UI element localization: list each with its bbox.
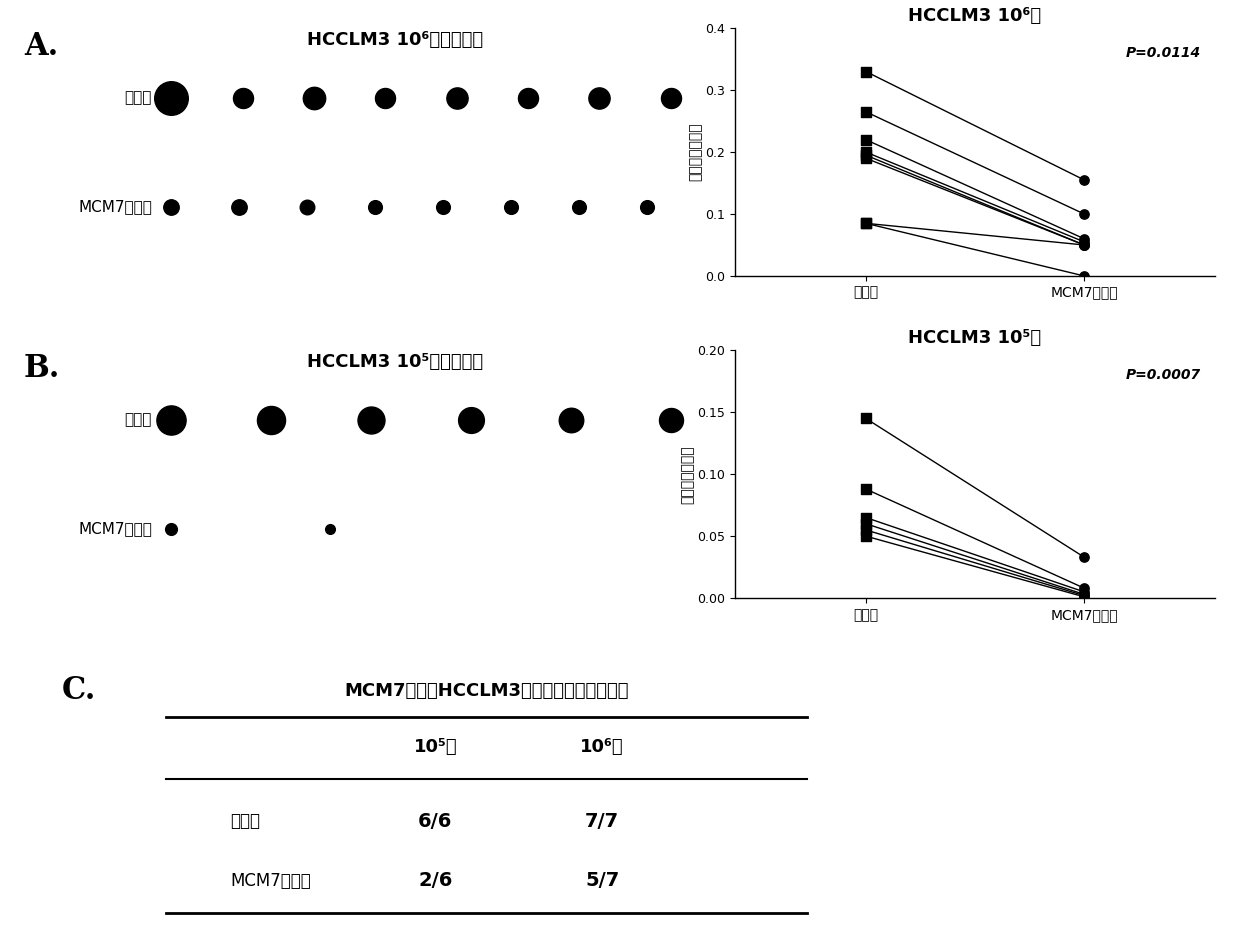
Point (366, 199, 386, 214)
Text: HCCLM3 10⁵组皮下肿瘤: HCCLM3 10⁵组皮下肿瘤 (308, 353, 484, 371)
Point (1074, 584, 1094, 599)
Point (661, 412, 681, 427)
Point (1074, 238, 1094, 253)
Text: 对照组: 对照组 (125, 412, 153, 427)
Point (1074, 231, 1094, 246)
Point (161, 412, 181, 427)
Point (1074, 549, 1094, 564)
Point (1074, 590, 1094, 605)
Text: P=0.0114: P=0.0114 (1126, 45, 1200, 59)
Point (501, 199, 521, 214)
Point (856, 104, 875, 119)
Point (560, 412, 580, 427)
Text: B.: B. (24, 353, 61, 384)
Text: HCCLM3 10⁶组皮下肿瘤: HCCLM3 10⁶组皮下肿瘤 (308, 31, 484, 49)
Text: 7/7: 7/7 (585, 811, 619, 831)
Point (320, 521, 340, 536)
Text: MCM7敏低组: MCM7敏低组 (78, 199, 153, 214)
Text: A.: A. (24, 31, 58, 62)
Text: 6/6: 6/6 (418, 811, 453, 831)
Point (856, 64, 875, 79)
Point (856, 529, 875, 544)
Point (433, 199, 453, 214)
Text: MCM7低表达HCCLM3细胞梯度稀释皮下成瘤: MCM7低表达HCCLM3细胞梯度稀释皮下成瘤 (345, 683, 629, 700)
Text: 2/6: 2/6 (418, 871, 453, 890)
Point (233, 90, 253, 105)
Point (856, 510, 875, 525)
Point (856, 522, 875, 537)
Point (446, 90, 466, 105)
Point (298, 199, 317, 214)
Point (376, 90, 396, 105)
Point (1074, 580, 1094, 595)
Text: 对照组: 对照组 (125, 90, 153, 105)
Point (262, 412, 281, 427)
Point (1074, 235, 1094, 250)
Text: P=0.0007: P=0.0007 (1126, 368, 1200, 381)
Point (229, 199, 249, 214)
Point (461, 412, 481, 427)
Point (518, 90, 538, 105)
Point (569, 199, 589, 214)
Point (1074, 238, 1094, 253)
Point (637, 199, 657, 214)
Text: MCM7敏低组: MCM7敏低组 (78, 521, 153, 536)
Point (856, 411, 875, 426)
Title: HCCLM3 10⁵组: HCCLM3 10⁵组 (909, 330, 1042, 347)
Point (361, 412, 381, 427)
Point (1074, 238, 1094, 253)
Point (161, 199, 181, 214)
Text: 5/7: 5/7 (585, 871, 619, 890)
Title: HCCLM3 10⁶组: HCCLM3 10⁶组 (909, 8, 1042, 25)
Point (1074, 173, 1094, 188)
Point (856, 216, 875, 231)
Point (856, 516, 875, 531)
Point (1074, 207, 1094, 222)
Text: 10⁶组: 10⁶组 (580, 738, 624, 756)
Point (856, 482, 875, 497)
Y-axis label: 肿瘤重量（克）: 肿瘤重量（克） (688, 123, 702, 181)
Text: MCM7敏低组: MCM7敏低组 (231, 871, 311, 889)
Point (661, 90, 681, 105)
Text: 10⁵组: 10⁵组 (414, 738, 458, 756)
Text: 对照组: 对照组 (231, 812, 260, 830)
Point (161, 521, 181, 536)
Point (1074, 588, 1094, 603)
Point (589, 90, 609, 105)
Point (856, 145, 875, 160)
Point (304, 90, 324, 105)
Y-axis label: 肿瘤重量（克）: 肿瘤重量（克） (681, 445, 694, 503)
Point (856, 132, 875, 147)
Point (856, 151, 875, 166)
Text: C.: C. (61, 675, 95, 706)
Point (1074, 587, 1094, 602)
Point (856, 147, 875, 162)
Point (1074, 269, 1094, 284)
Point (856, 216, 875, 231)
Point (161, 90, 181, 105)
